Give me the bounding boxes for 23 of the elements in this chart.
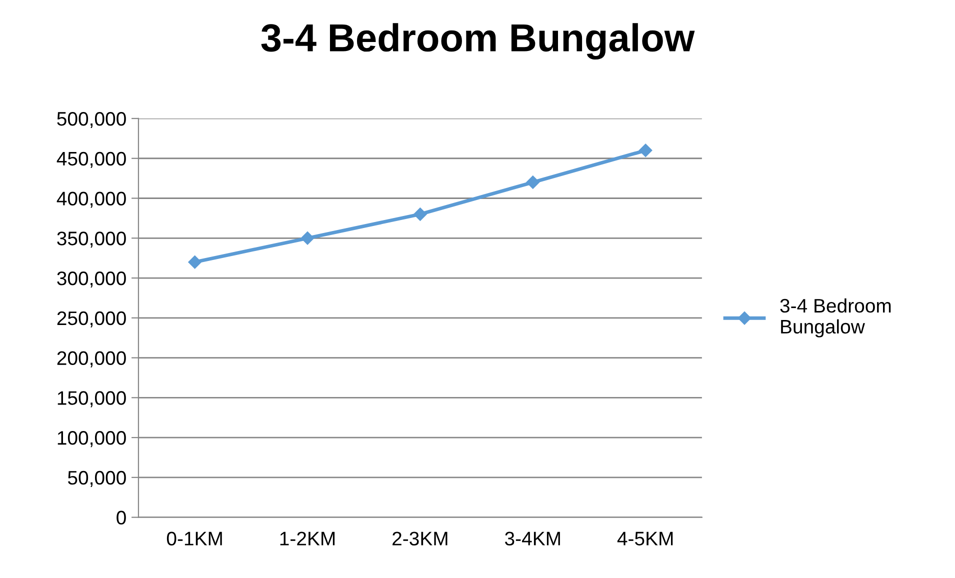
chart-title: 3-4 Bedroom Bungalow xyxy=(261,23,695,60)
point xyxy=(300,232,314,245)
point xyxy=(414,208,427,221)
y-tick-label: 250,000 xyxy=(57,311,126,328)
point xyxy=(638,144,652,157)
legend-label: 3-4 Bedroom Bungalow xyxy=(780,298,891,338)
y-tick-label: 300,000 xyxy=(57,271,126,288)
y-tick-label: 500,000 xyxy=(57,112,126,128)
y-tick-label: 350,000 xyxy=(57,232,126,248)
y-tick-label: 0 xyxy=(116,510,126,525)
y-tick-label: 450,000 xyxy=(56,152,126,168)
x-tick-label: 4-5KM xyxy=(617,532,673,546)
x-tick-label: 1-2KM xyxy=(280,532,335,546)
point xyxy=(526,176,540,189)
y-tick-label: 50,000 xyxy=(68,470,126,487)
x-tick-label: 3-4KM xyxy=(505,532,560,546)
x-tick-label: 0-1KM xyxy=(166,532,222,546)
x-tick-label: 2-3KM xyxy=(392,532,448,546)
y-tick-label: 100,000 xyxy=(58,431,126,448)
y-tick-label: 200,000 xyxy=(57,351,126,368)
y-tick-label: 400,000 xyxy=(56,192,126,208)
point xyxy=(188,255,202,269)
y-tick-label: 150,000 xyxy=(58,391,126,408)
